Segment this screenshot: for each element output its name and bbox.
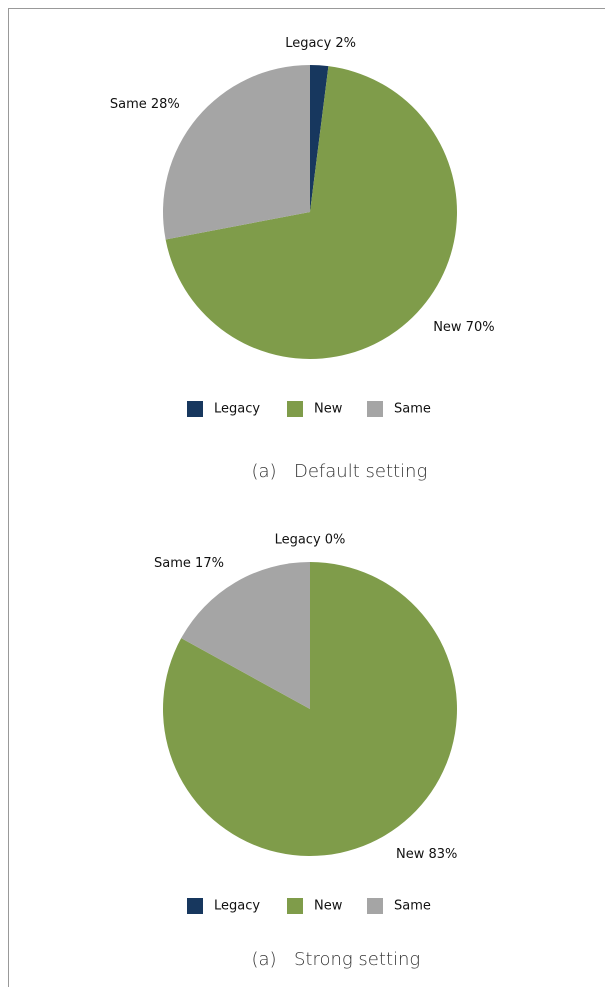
legend-label: Legacy xyxy=(214,402,260,417)
legend-label: Same xyxy=(394,899,431,914)
data-label: New 70% xyxy=(433,320,494,335)
data-label: Same 28% xyxy=(110,97,180,112)
pie-slice xyxy=(310,65,329,212)
legend-swatch xyxy=(187,401,203,417)
pie-slice xyxy=(181,562,310,709)
legend-swatch xyxy=(287,898,303,914)
pie-slice xyxy=(162,65,310,240)
data-label: Legacy 2% xyxy=(285,36,356,51)
data-label: New 83% xyxy=(396,847,457,862)
legend-label: Legacy xyxy=(214,899,260,914)
legend-swatch xyxy=(187,898,203,914)
legend-label: Same xyxy=(394,402,431,417)
pie-slice xyxy=(165,66,458,359)
legend-swatch xyxy=(367,898,383,914)
data-label: Same 17% xyxy=(154,556,224,571)
caption: Strong setting xyxy=(294,949,420,970)
caption: Default setting xyxy=(294,461,427,482)
pie-slice xyxy=(162,562,457,856)
legend-label: New xyxy=(314,402,343,417)
caption-label: (a) xyxy=(251,949,276,970)
legend-swatch xyxy=(287,401,303,417)
data-label: Legacy 0% xyxy=(275,533,346,548)
caption-label: (a) xyxy=(251,461,276,482)
legend-swatch xyxy=(367,401,383,417)
legend-label: New xyxy=(314,899,343,914)
